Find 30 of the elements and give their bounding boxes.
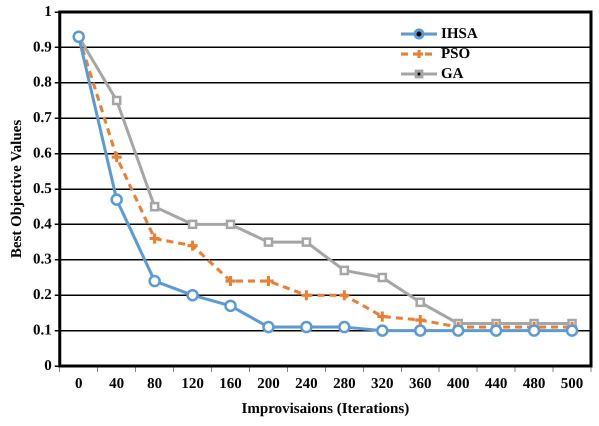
y-axis-title: Best Objective Values [8,120,25,258]
legend-label: IHSA [441,26,478,42]
x-tick-label: 320 [371,376,394,392]
y-tick-label: 0.6 [33,145,52,162]
x-tick-label: 120 [181,376,204,392]
y-tick-label: 0.4 [33,216,52,232]
x-tick-label: 360 [408,376,432,392]
y-tick-label: 0 [44,358,52,374]
y-tick-label: 0.7 [33,110,52,126]
x-tick-label: 160 [219,376,242,392]
x-tick-label: 0 [74,376,82,392]
x-tick-label: 280 [333,376,356,392]
x-tick-label: 200 [257,376,280,392]
x-tick-label: 480 [522,376,546,392]
y-tick-label: 0.8 [33,74,52,91]
x-tick-label: 40 [109,376,124,392]
legend-label: GA [441,66,464,82]
x-axis-title: Improvisaions (Iterations) [242,400,410,417]
y-tick-label: 0.9 [33,39,52,56]
x-tick-label: 80 [147,376,162,392]
legend-label: PSO [441,46,470,62]
x-tick-label: 400 [446,376,470,392]
y-tick-label: 0.2 [33,287,52,304]
y-tick-label: 0.1 [33,322,52,338]
x-tick-label: 240 [295,376,318,392]
y-tick-label: 0.3 [33,252,52,268]
y-tick-label: 0.5 [33,180,52,197]
x-tick-label: 500 [560,376,584,392]
x-tick-label: 440 [484,376,508,392]
y-tick-label: 1 [44,4,52,20]
